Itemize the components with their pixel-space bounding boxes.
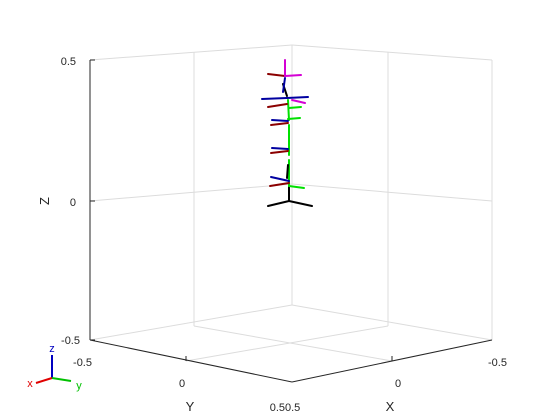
- end-effector-frame: [267, 59, 302, 93]
- frame-1: [269, 164, 290, 187]
- axes-orientation-triad-icon: z x y: [27, 343, 82, 392]
- z-tick-label: -0.5: [61, 335, 80, 347]
- axis-box: [89, 59, 493, 383]
- base-frame: [267, 185, 313, 207]
- z-tick-label: 0: [70, 197, 76, 209]
- x-tick-label: 0: [395, 378, 401, 390]
- frame-4: [261, 83, 309, 108]
- y-axis-label: Y: [186, 399, 195, 414]
- z-axis-label: Z: [37, 197, 52, 205]
- x-tick-labels: 0.5 0 -0.5: [285, 357, 507, 414]
- y-tick-label: 0.5: [270, 402, 285, 414]
- y-tick-label: -0.5: [73, 357, 92, 369]
- grid-lines: [89, 44, 493, 362]
- y-tick-label: 0: [179, 378, 185, 390]
- x-tick-label: -0.5: [488, 357, 507, 369]
- triad-z-label: z: [49, 343, 55, 355]
- frame-2: [270, 147, 289, 154]
- frame-3: [270, 117, 301, 126]
- triad-y-label: y: [76, 380, 82, 392]
- robot-frames: [261, 59, 313, 207]
- triad-x-label: x: [27, 378, 33, 390]
- x-tick-label: 0.5: [285, 402, 300, 414]
- y-tick-labels: -0.5 0 0.5: [73, 357, 285, 414]
- link-stem: [287, 99, 305, 189]
- z-tick-label: 0.5: [61, 56, 76, 68]
- x-axis-label: X: [386, 399, 395, 414]
- z-tick-labels: 0.5 0 -0.5: [61, 56, 80, 347]
